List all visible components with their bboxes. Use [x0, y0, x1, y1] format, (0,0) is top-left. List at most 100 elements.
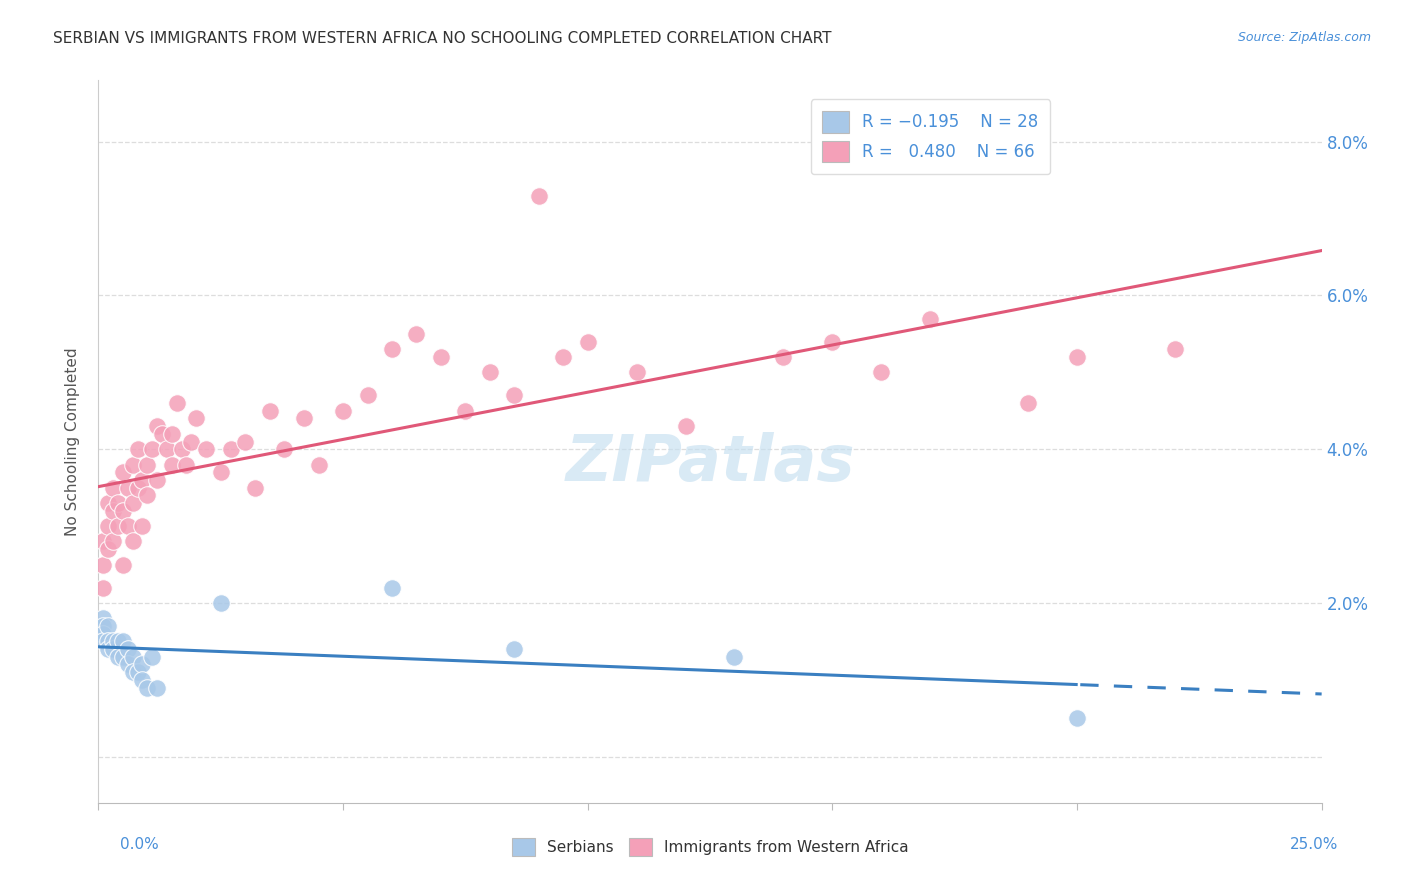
- Point: [821, 334, 844, 349]
- Point: [308, 458, 330, 472]
- Point: [723, 649, 745, 664]
- Point: [101, 504, 124, 518]
- Point: [91, 611, 114, 625]
- Point: [381, 343, 404, 357]
- Point: [146, 473, 169, 487]
- Point: [117, 519, 139, 533]
- Point: [332, 404, 354, 418]
- Point: [91, 634, 114, 648]
- Point: [91, 626, 114, 640]
- Point: [111, 649, 134, 664]
- Point: [111, 558, 134, 572]
- Point: [430, 350, 453, 364]
- Point: [107, 649, 129, 664]
- Point: [160, 458, 183, 472]
- Point: [576, 334, 599, 349]
- Point: [219, 442, 242, 457]
- Point: [101, 481, 124, 495]
- Point: [209, 596, 232, 610]
- Point: [91, 581, 114, 595]
- Point: [146, 681, 169, 695]
- Point: [176, 458, 198, 472]
- Point: [101, 534, 124, 549]
- Point: [195, 442, 218, 457]
- Point: [170, 442, 193, 457]
- Point: [675, 419, 697, 434]
- Point: [97, 519, 120, 533]
- Point: [141, 649, 163, 664]
- Point: [381, 581, 404, 595]
- Text: 0.0%: 0.0%: [120, 838, 159, 852]
- Text: 25.0%: 25.0%: [1291, 838, 1339, 852]
- Point: [356, 388, 378, 402]
- Point: [97, 634, 120, 648]
- Point: [127, 665, 149, 680]
- Point: [141, 442, 163, 457]
- Point: [136, 458, 159, 472]
- Point: [91, 558, 114, 572]
- Text: Source: ZipAtlas.com: Source: ZipAtlas.com: [1237, 31, 1371, 45]
- Point: [166, 396, 188, 410]
- Point: [111, 504, 134, 518]
- Point: [1164, 343, 1187, 357]
- Point: [121, 665, 143, 680]
- Point: [503, 388, 526, 402]
- Point: [146, 419, 169, 434]
- Point: [111, 634, 134, 648]
- Point: [121, 649, 143, 664]
- Point: [97, 642, 120, 657]
- Point: [121, 496, 143, 510]
- Point: [233, 434, 256, 449]
- Point: [101, 642, 124, 657]
- Point: [91, 619, 114, 633]
- Point: [121, 458, 143, 472]
- Point: [111, 465, 134, 479]
- Point: [117, 481, 139, 495]
- Point: [91, 534, 114, 549]
- Point: [97, 542, 120, 557]
- Point: [1017, 396, 1039, 410]
- Point: [97, 619, 120, 633]
- Point: [186, 411, 208, 425]
- Point: [117, 657, 139, 672]
- Point: [626, 365, 648, 379]
- Point: [292, 411, 315, 425]
- Point: [97, 496, 120, 510]
- Point: [156, 442, 179, 457]
- Point: [1066, 711, 1088, 725]
- Point: [131, 519, 153, 533]
- Point: [273, 442, 295, 457]
- Point: [527, 188, 550, 202]
- Point: [136, 488, 159, 502]
- Point: [259, 404, 281, 418]
- Legend: Serbians, Immigrants from Western Africa: Serbians, Immigrants from Western Africa: [503, 830, 917, 863]
- Point: [127, 481, 149, 495]
- Point: [127, 442, 149, 457]
- Point: [121, 534, 143, 549]
- Point: [209, 465, 232, 479]
- Point: [1066, 350, 1088, 364]
- Point: [243, 481, 266, 495]
- Point: [478, 365, 501, 379]
- Point: [772, 350, 794, 364]
- Point: [920, 311, 942, 326]
- Y-axis label: No Schooling Completed: No Schooling Completed: [65, 347, 80, 536]
- Point: [107, 519, 129, 533]
- Point: [131, 673, 153, 687]
- Point: [405, 326, 427, 341]
- Point: [180, 434, 202, 449]
- Text: SERBIAN VS IMMIGRANTS FROM WESTERN AFRICA NO SCHOOLING COMPLETED CORRELATION CHA: SERBIAN VS IMMIGRANTS FROM WESTERN AFRIC…: [53, 31, 832, 46]
- Text: ZIPatlas: ZIPatlas: [565, 433, 855, 494]
- Point: [503, 642, 526, 657]
- Point: [101, 634, 124, 648]
- Point: [553, 350, 575, 364]
- Point: [150, 426, 173, 441]
- Point: [136, 681, 159, 695]
- Point: [117, 642, 139, 657]
- Point: [107, 496, 129, 510]
- Point: [131, 473, 153, 487]
- Point: [870, 365, 893, 379]
- Point: [131, 657, 153, 672]
- Point: [454, 404, 477, 418]
- Point: [160, 426, 183, 441]
